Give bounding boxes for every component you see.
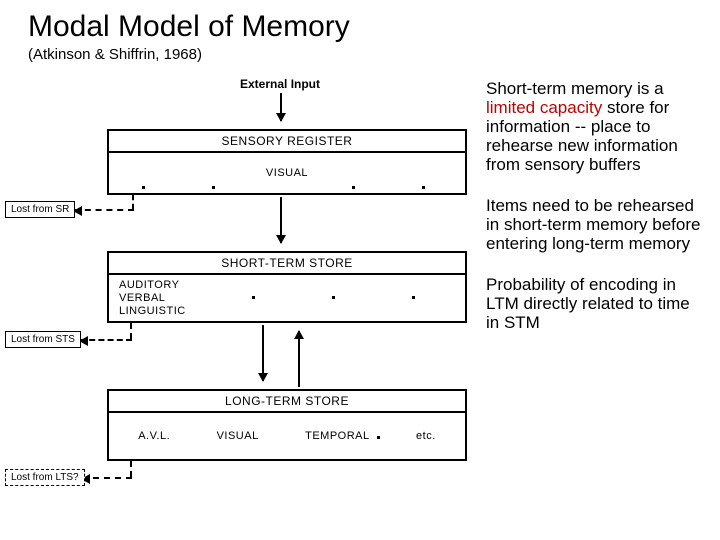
arrow-lost-lts-drop <box>130 461 132 477</box>
short-term-store-box: SHORT-TERM STORE AUDITORY VERBAL LINGUIS… <box>107 251 467 323</box>
sensory-register-box: SENSORY REGISTER VISUAL <box>107 129 467 195</box>
content-row: External Input SENSORY REGISTER VISUAL L… <box>0 71 720 511</box>
lts-etc: etc. <box>416 430 436 442</box>
lts-avl: A.V.L. <box>138 430 170 442</box>
bullet-3: Probability of encoding in LTM directly … <box>486 275 706 332</box>
arrow-lost-sr-drop <box>132 195 134 209</box>
sts-header: SHORT-TERM STORE <box>109 253 465 275</box>
bullet-1a: Short-term memory is a <box>486 79 664 98</box>
bullet-1: Short-term memory is a limited capacity … <box>486 79 706 174</box>
page-subtitle: (Atkinson & Shiffrin, 1968) <box>0 46 720 71</box>
lts-temporal: TEMPORAL <box>305 430 370 442</box>
sensory-header: SENSORY REGISTER <box>109 131 465 153</box>
memory-diagram: External Input SENSORY REGISTER VISUAL L… <box>2 71 482 511</box>
dot <box>412 296 415 299</box>
bullet-2: Items need to be rehearsed in short-term… <box>486 196 706 253</box>
bullet-1-red: limited capacity <box>486 98 602 117</box>
lost-sts-box: Lost from STS <box>5 331 81 348</box>
dot <box>252 296 255 299</box>
arrow-lts-to-sts <box>298 331 300 387</box>
dot <box>212 186 215 189</box>
lts-header: LONG-TERM STORE <box>109 391 465 413</box>
arrow-lost-sts-drop <box>130 323 132 339</box>
arrow-sts-to-lts <box>262 325 264 381</box>
lost-lts-box: Lost from LTS? <box>5 469 85 486</box>
sts-linguistic: LINGUISTIC <box>119 305 186 317</box>
sts-stack: AUDITORY VERBAL LINGUISTIC <box>119 279 186 317</box>
external-input-label: External Input <box>240 77 320 91</box>
lts-visual: VISUAL <box>217 430 259 442</box>
arrow-sensory-to-sts <box>280 197 282 243</box>
lost-sr-box: Lost from SR <box>5 201 75 218</box>
bullet-text: Short-term memory is a limited capacity … <box>482 71 712 511</box>
arrow-lost-sr <box>74 209 134 211</box>
dot <box>422 186 425 189</box>
long-term-store-box: LONG-TERM STORE A.V.L. VISUAL TEMPORAL e… <box>107 389 467 461</box>
sensory-col-visual: VISUAL <box>266 167 308 179</box>
dot <box>377 436 380 439</box>
sts-verbal: VERBAL <box>119 292 165 304</box>
dot <box>142 186 145 189</box>
sts-auditory: AUDITORY <box>119 279 179 291</box>
page-title: Modal Model of Memory <box>0 0 720 46</box>
dot <box>332 296 335 299</box>
arrow-lost-lts <box>82 477 132 479</box>
arrow-input-to-sensory <box>280 93 282 121</box>
arrow-lost-sts <box>80 339 132 341</box>
dot <box>352 186 355 189</box>
